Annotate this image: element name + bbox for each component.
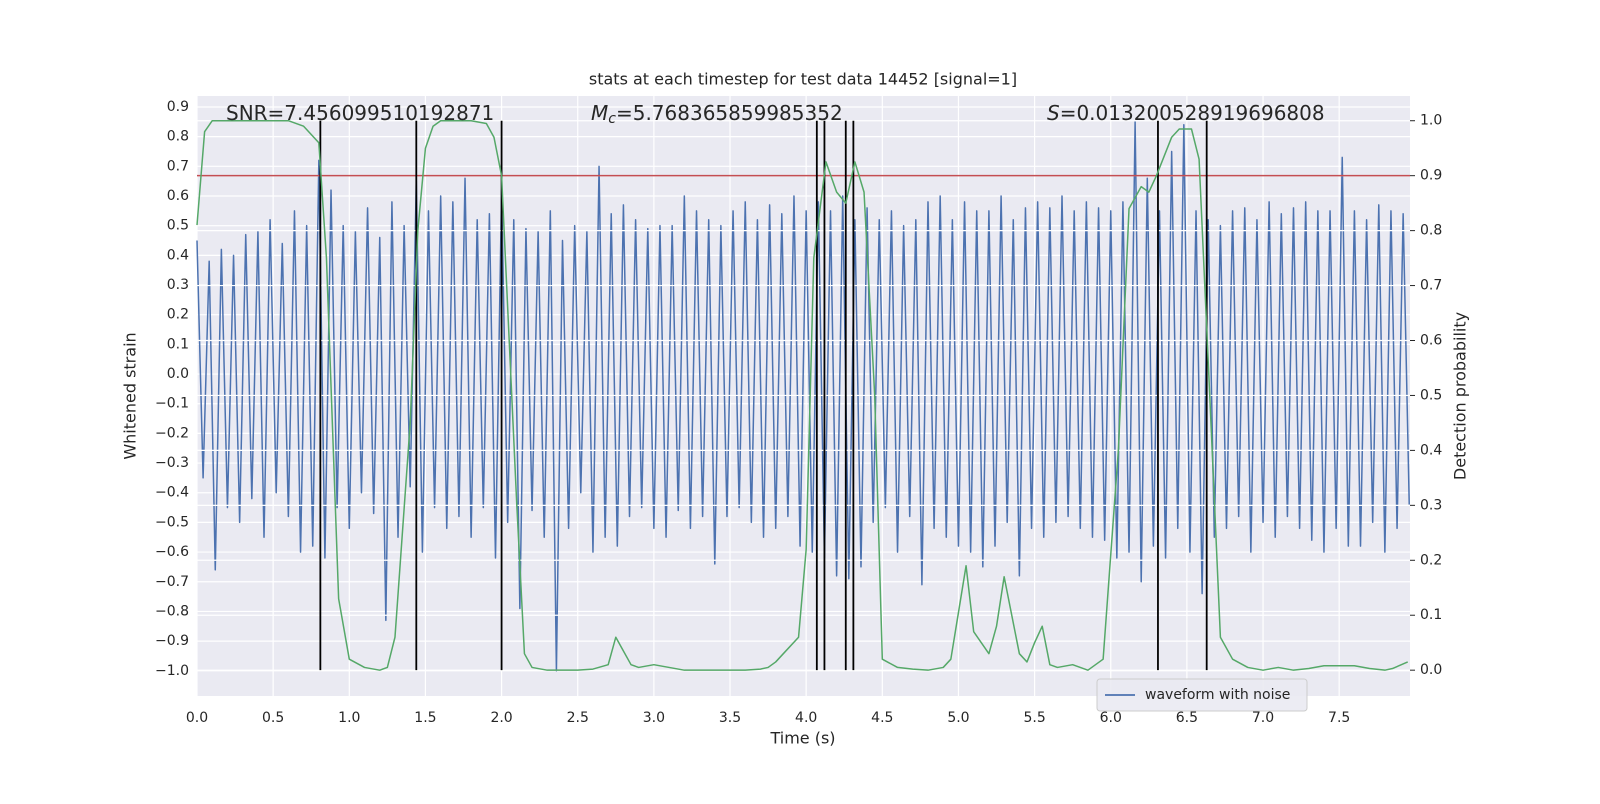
y2-tick-label: 0.7 — [1420, 278, 1442, 294]
x-tick-label: 1.5 — [414, 710, 436, 726]
y-tick-label: −1.0 — [155, 663, 189, 679]
x-tick-label: 2.0 — [490, 710, 512, 726]
y-tick-label: −0.3 — [155, 455, 189, 471]
x-tick-label: 4.0 — [795, 710, 817, 726]
annotation: Mc=5.768365859985352 — [591, 101, 843, 128]
y-tick-label: −0.4 — [155, 485, 189, 501]
x-tick-label: 4.5 — [871, 710, 893, 726]
y-tick-label: −0.8 — [155, 603, 189, 619]
x-axis-label: Time (s) — [769, 729, 835, 748]
y2-tick-label: 0.4 — [1420, 442, 1442, 458]
y2-tick-label: 0.9 — [1420, 168, 1442, 184]
chart-title: stats at each timestep for test data 144… — [589, 70, 1017, 89]
x-tick-label: 5.5 — [1023, 710, 1045, 726]
probability-line — [196, 119, 1409, 671]
y-tick-label: 0.7 — [167, 158, 189, 174]
y2-tick-label: 0.0 — [1420, 662, 1442, 678]
y2-tick-label: 1.0 — [1420, 113, 1442, 129]
x-tick-label: 6.0 — [1100, 710, 1122, 726]
y2-tick-label: 0.6 — [1420, 333, 1442, 349]
y-tick-label: −0.6 — [155, 544, 189, 560]
y-tick-label: −0.9 — [155, 633, 189, 649]
y-tick-label: 0.3 — [167, 277, 189, 293]
y2-tick-label: 0.5 — [1420, 387, 1442, 403]
x-tick-label: 5.0 — [947, 710, 969, 726]
y-axis-label: Whitened strain — [121, 332, 140, 459]
y-tick-label: 0.2 — [167, 307, 189, 323]
annotation-subscript: c — [608, 111, 616, 127]
y-tick-label: 0.0 — [167, 366, 189, 382]
y-tick-label: 0.6 — [167, 188, 189, 204]
y-tick-label: −0.7 — [155, 574, 189, 590]
x-tick-label: 0.0 — [186, 710, 208, 726]
legend-box — [1096, 678, 1308, 712]
annotation: S=0.013200528919696808 — [1047, 101, 1325, 125]
annotation-text: SNR=7.456099510192871 — [226, 101, 494, 125]
x-tick-label: 2.5 — [567, 710, 589, 726]
annotation-symbol: M — [591, 101, 608, 125]
y-tick-label: −0.5 — [155, 514, 189, 530]
x-tick-label: 7.5 — [1328, 710, 1350, 726]
x-tick-label: 7.0 — [1252, 710, 1274, 726]
y2-tick-label: 0.3 — [1420, 497, 1442, 513]
y-tick-label: −0.2 — [155, 425, 189, 441]
y2-axis-label: Detection probability — [1451, 312, 1470, 480]
annotation-symbol: S — [1047, 101, 1060, 125]
x-tick-label: 0.5 — [262, 710, 284, 726]
legend-label: waveform with noise — [1145, 687, 1290, 703]
x-tick-label: 3.0 — [643, 710, 665, 726]
y2-tick-label: 0.1 — [1420, 607, 1442, 623]
x-tick-label: 1.0 — [338, 710, 360, 726]
y-tick-label: 0.8 — [167, 129, 189, 145]
y2-tick-label: 0.2 — [1420, 552, 1442, 568]
x-tick-label: 6.5 — [1176, 710, 1198, 726]
y-tick-label: 0.4 — [167, 247, 189, 263]
annotation: SNR=7.456099510192871 — [226, 101, 494, 125]
annotation-text: =0.013200528919696808 — [1060, 101, 1325, 125]
y2-tick-label: 0.8 — [1420, 223, 1442, 239]
annotation-text: =5.768365859985352 — [616, 101, 843, 125]
x-tick-label: 3.5 — [719, 710, 741, 726]
y-tick-label: 0.1 — [167, 336, 189, 352]
y-tick-label: 0.5 — [167, 218, 189, 234]
y-tick-label: −0.1 — [155, 396, 189, 412]
y-tick-label: 0.9 — [167, 99, 189, 115]
